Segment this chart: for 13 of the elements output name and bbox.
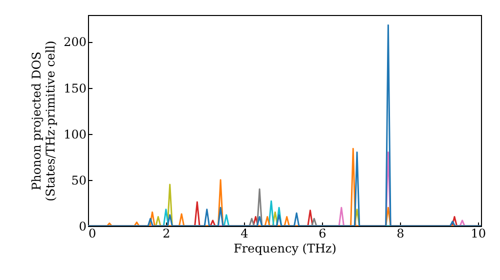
y-tick-label: 150 [64, 81, 86, 96]
y-tick-label: 200 [64, 35, 86, 50]
x-tick-label: 0 [88, 226, 96, 240]
x-tick-label: 8 [396, 226, 404, 240]
x-tick-label: 6 [318, 226, 326, 240]
x-tick-label: 10 [470, 226, 486, 240]
x-tick-label: 4 [240, 226, 249, 240]
x-tick-label: 2 [162, 226, 170, 240]
line-series [88, 24, 481, 226]
y-axis-title: Phonon projected DOS (States/THz·primitive cell) [30, 40, 58, 202]
y-tick-label: 100 [64, 127, 86, 142]
x-axis-title: Frequency (THz) [234, 242, 336, 256]
y-tick-label: 50 [71, 173, 86, 188]
